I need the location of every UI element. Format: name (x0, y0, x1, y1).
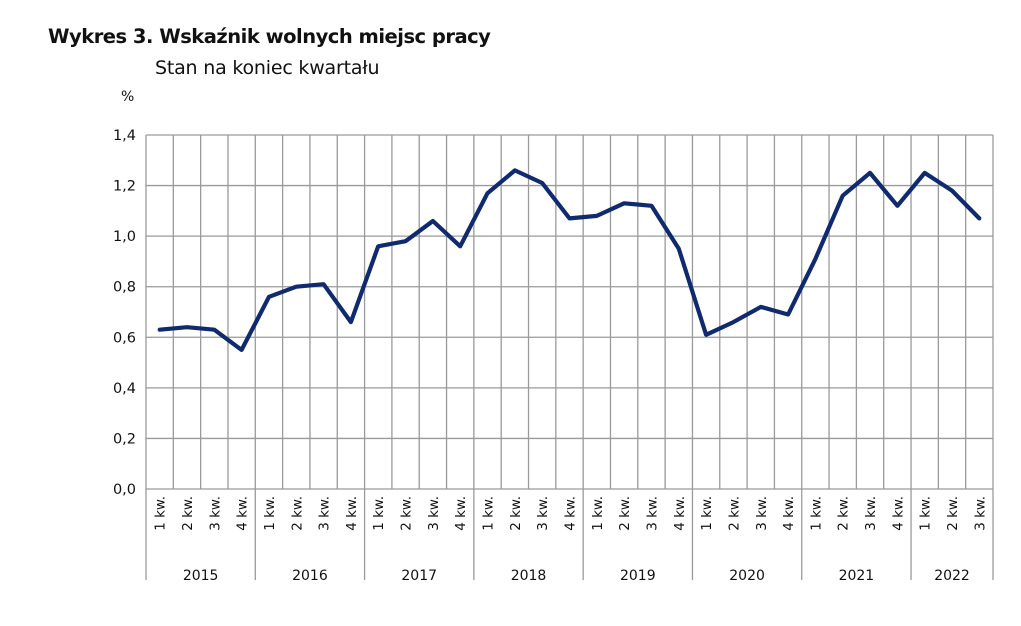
x-axis-labels: 1 kw. 2 kw. 3 kw. 4 kw. 2015 1 kw. 2 kw. 3 kw. 4… (145, 489, 994, 584)
quarter-tick-label: 2 kw. (289, 496, 305, 531)
year-label: 2016 (292, 568, 328, 584)
quarter-tick-label: 3 kw. (317, 496, 333, 531)
grid-lines (145, 134, 994, 490)
quarter-tick-label: 3 kw. (754, 496, 770, 531)
quarter-tick-label: 4 kw. (563, 496, 579, 531)
quarter-tick-label: 4 kw. (235, 496, 251, 531)
quarter-tick-label: 1 kw. (481, 496, 497, 531)
y-tick-label: 0,0 (113, 482, 136, 498)
year-label: 2015 (183, 568, 219, 584)
quarter-tick-label: 4 kw. (344, 496, 360, 531)
quarter-tick-label: 1 kw. (590, 496, 606, 531)
y-tick-label: 0,6 (113, 330, 136, 346)
quarter-tick-label: 1 kw. (262, 496, 278, 531)
year-label: 2022 (934, 568, 970, 584)
year-label: 2019 (620, 568, 656, 584)
y-tick-label: 1,0 (113, 229, 136, 245)
quarter-tick-label: 2 kw. (508, 496, 524, 531)
quarter-tick-label: 2 kw. (945, 496, 961, 531)
year-label: 2021 (839, 568, 875, 584)
quarter-tick-label: 3 kw. (644, 496, 660, 531)
y-tick-label: 0,8 (113, 280, 136, 296)
year-label: 2018 (511, 568, 547, 584)
quarter-tick-label: 2 kw. (180, 496, 196, 531)
quarter-tick-label: 4 kw. (890, 496, 906, 531)
year-label: 2017 (401, 568, 437, 584)
quarter-tick-label: 3 kw. (972, 496, 988, 531)
quarter-tick-label: 1 kw. (918, 496, 934, 531)
quarter-tick-label: 3 kw. (207, 496, 223, 531)
y-tick-label: 1,2 (113, 179, 136, 195)
quarter-tick-label: 3 kw. (863, 496, 879, 531)
chart-subtitle: Stan na koniec kwartału (155, 57, 380, 79)
quarter-tick-label: 2 kw. (726, 496, 742, 531)
quarter-tick-label: 1 kw. (699, 496, 715, 531)
data-line (157, 168, 982, 352)
quarter-tick-label: 2 kw. (617, 496, 633, 531)
quarter-tick-label: 1 kw. (371, 496, 387, 531)
quarter-tick-label: 3 kw. (535, 496, 551, 531)
chart-title: Wykres 3. Wskaźnik wolnych miejsc pracy (48, 25, 491, 48)
quarter-tick-label: 2 kw. (399, 496, 415, 531)
y-axis-unit: % (121, 89, 135, 105)
quarter-tick-label: 4 kw. (453, 496, 469, 531)
y-tick-label: 0,4 (113, 381, 136, 397)
quarter-tick-label: 1 kw. (808, 496, 824, 531)
quarter-tick-label: 1 kw. (153, 496, 169, 531)
quarter-tick-label: 4 kw. (781, 496, 797, 531)
year-label: 2020 (729, 568, 765, 584)
y-axis-labels: 0,0 0,2 0,4 0,6 0,8 1,0 1,2 1,4 (113, 128, 136, 498)
quarter-tick-label: 3 kw. (426, 496, 442, 531)
y-tick-label: 1,4 (113, 128, 136, 144)
quarter-tick-label: 2 kw. (836, 496, 852, 531)
y-tick-label: 0,2 (113, 431, 136, 447)
quarter-tick-label: 4 kw. (672, 496, 688, 531)
